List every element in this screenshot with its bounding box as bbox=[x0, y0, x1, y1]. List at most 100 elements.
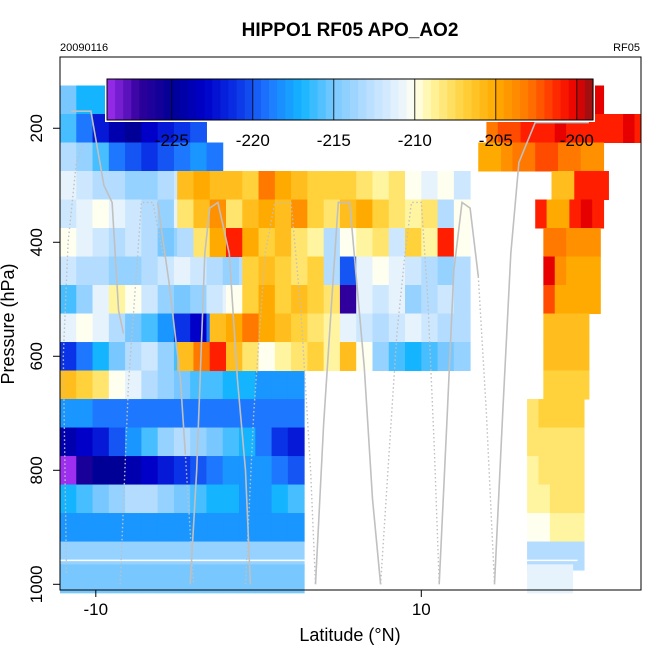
heatmap-cell bbox=[92, 456, 110, 486]
heatmap-cell bbox=[323, 313, 341, 343]
heatmap-cell bbox=[92, 313, 110, 343]
heatmap-cell bbox=[271, 564, 289, 594]
heatmap-cell bbox=[222, 456, 240, 486]
heatmap-cell bbox=[76, 256, 94, 286]
colorbar-tick-label: -215 bbox=[317, 131, 351, 150]
heatmap-cell bbox=[190, 256, 207, 286]
heatmap-cell bbox=[92, 399, 110, 429]
heatmap-cell bbox=[554, 256, 567, 286]
heatmap-cell bbox=[60, 484, 77, 514]
heatmap-cell bbox=[271, 370, 289, 400]
heatmap-cell bbox=[538, 564, 551, 594]
heatmap-cell bbox=[558, 199, 570, 229]
colorbar-swatch bbox=[317, 79, 327, 120]
heatmap-cell bbox=[580, 199, 593, 229]
y-tick-label: 1000 bbox=[27, 565, 46, 603]
colorbar-swatch bbox=[212, 79, 221, 120]
heatmap-cell bbox=[566, 370, 579, 400]
heatmap-cell bbox=[356, 285, 373, 315]
heatmap-cell bbox=[307, 228, 325, 258]
colorbar-swatch bbox=[431, 79, 440, 120]
heatmap-cell bbox=[562, 171, 575, 201]
heatmap-cell bbox=[60, 256, 77, 286]
heatmap-cell bbox=[92, 171, 110, 201]
heatmap-cell bbox=[60, 199, 77, 229]
heatmap-cell bbox=[141, 313, 159, 343]
heatmap-cell bbox=[125, 228, 142, 258]
heatmap-cell bbox=[339, 199, 357, 229]
heatmap-cell bbox=[543, 370, 556, 400]
heatmap-cell bbox=[92, 228, 110, 258]
heatmap-cell bbox=[76, 199, 94, 229]
plot-area bbox=[60, 85, 642, 594]
heatmap-cell bbox=[239, 370, 256, 400]
heatmap-cell bbox=[108, 513, 126, 543]
heatmap-cell bbox=[255, 370, 273, 400]
heatmap-cell bbox=[239, 564, 256, 594]
colorbar-swatch bbox=[115, 79, 124, 120]
heatmap-cell bbox=[453, 171, 471, 201]
heatmap-cell bbox=[141, 399, 159, 429]
heatmap-cell bbox=[356, 171, 373, 201]
flight-profile-line bbox=[493, 121, 589, 585]
heatmap-cell bbox=[76, 399, 94, 429]
flight-profile-line bbox=[379, 201, 440, 585]
heatmap-cell bbox=[592, 85, 605, 115]
heatmap-cell bbox=[554, 114, 567, 144]
heatmap-cell bbox=[372, 228, 390, 258]
heatmap-cell bbox=[258, 256, 276, 286]
heatmap-cell bbox=[356, 199, 373, 229]
heatmap-cell bbox=[60, 541, 77, 571]
heatmap-cell bbox=[125, 285, 142, 315]
heatmap-cell bbox=[177, 228, 194, 258]
heatmap-cell bbox=[291, 313, 308, 343]
heatmap-cell bbox=[577, 228, 590, 258]
heatmap-cell bbox=[287, 456, 305, 486]
heatmap-cell bbox=[76, 85, 94, 115]
y-tick-label: 400 bbox=[27, 228, 46, 256]
heatmap-cell bbox=[546, 142, 559, 172]
heatmap-cell bbox=[60, 285, 77, 315]
heatmap-cell bbox=[76, 171, 94, 201]
heatmap-cell bbox=[356, 313, 373, 343]
plot-frame bbox=[59, 56, 642, 591]
y-tick-label: 600 bbox=[27, 342, 46, 370]
heatmap-cell bbox=[307, 256, 325, 286]
heatmap-cell bbox=[222, 427, 240, 457]
colorbar-swatch bbox=[147, 79, 157, 120]
heatmap-cell bbox=[554, 370, 567, 400]
heatmap-cell bbox=[141, 342, 159, 372]
heatmap-cell bbox=[157, 256, 175, 286]
heatmap-cell bbox=[177, 342, 194, 372]
heatmap-cell bbox=[585, 171, 598, 201]
heatmap-cell bbox=[206, 541, 224, 571]
heatmap-cell bbox=[405, 313, 422, 343]
heatmap-cell bbox=[531, 114, 544, 144]
heatmap-cell bbox=[561, 427, 574, 457]
heatmap-cell bbox=[566, 228, 579, 258]
colorbar-swatch bbox=[382, 79, 392, 120]
heatmap-cell bbox=[572, 427, 585, 457]
heatmap-cell bbox=[561, 564, 574, 594]
heatmap-cell bbox=[242, 285, 260, 315]
heatmap-cell bbox=[157, 370, 175, 400]
heatmap-cell bbox=[372, 199, 390, 229]
heatmap-cell bbox=[76, 541, 94, 571]
heatmap-cell bbox=[572, 484, 585, 514]
colorbar-swatch bbox=[301, 79, 311, 120]
heatmap-cell bbox=[271, 541, 289, 571]
heatmap-cell bbox=[405, 342, 422, 372]
colorbar-swatch bbox=[528, 79, 537, 120]
colorbar-swatch bbox=[576, 79, 586, 120]
heatmap-cell bbox=[206, 456, 224, 486]
heatmap-cell bbox=[437, 228, 455, 258]
heatmap-cell bbox=[574, 171, 587, 201]
heatmap-cell bbox=[206, 370, 224, 400]
heatmap-cell bbox=[206, 256, 224, 286]
heatmap-cell bbox=[76, 370, 94, 400]
heatmap-cell bbox=[157, 541, 175, 571]
x-tick-label: 10 bbox=[412, 600, 431, 619]
heatmap-cell bbox=[437, 171, 455, 201]
heatmap-cell bbox=[549, 399, 562, 429]
colorbar-swatch bbox=[447, 79, 456, 120]
